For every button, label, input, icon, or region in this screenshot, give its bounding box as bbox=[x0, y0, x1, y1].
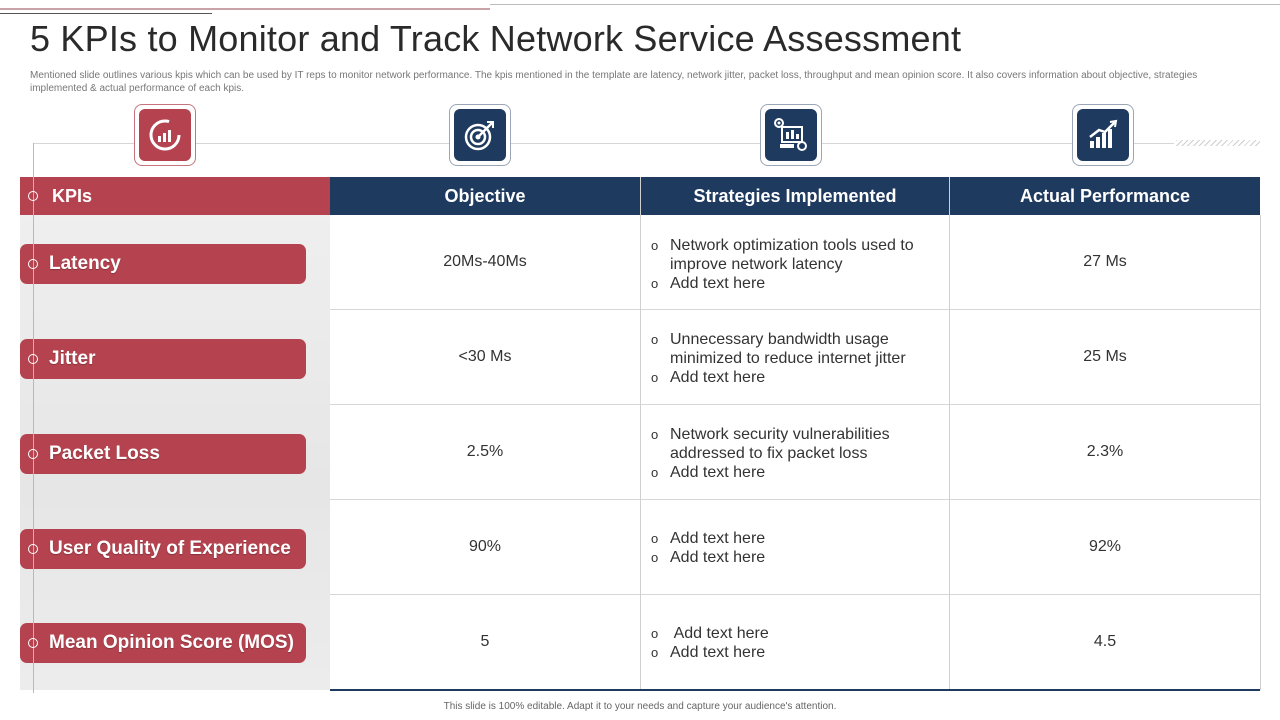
list-item: o Add text here bbox=[651, 548, 941, 567]
slide-title: 5 KPIs to Monitor and Track Network Serv… bbox=[30, 18, 962, 59]
kpi-icon-frame bbox=[134, 104, 196, 166]
strategy-text: Network optimization tools used to impro… bbox=[670, 237, 914, 273]
timeline-node bbox=[28, 544, 38, 554]
strategies-cell-bg bbox=[641, 405, 949, 500]
column-divider bbox=[1260, 215, 1261, 690]
guide-line-horizontal bbox=[34, 143, 1174, 144]
objective-cell: <30 Ms bbox=[330, 310, 640, 405]
performance-cell: 4.5 bbox=[1093, 633, 1117, 650]
strategies-list: o Network optimization tools used to impr… bbox=[651, 236, 941, 293]
kpi-label-user-quality: User Quality of Experience bbox=[20, 529, 306, 569]
guide-line-vertical bbox=[33, 143, 34, 693]
strategy-text: Add text here bbox=[670, 549, 766, 566]
strategies-list: o Network security vulnerabilities addres… bbox=[651, 425, 941, 482]
objective-cell: 5 bbox=[480, 633, 490, 650]
bullet-icon: o bbox=[651, 238, 659, 253]
strategy-text: Add text here bbox=[670, 644, 766, 661]
performance-cell: 2.3% bbox=[950, 405, 1260, 500]
strategy-text: Add text here bbox=[670, 464, 766, 481]
strategies-list: o Add text here o Add text here bbox=[651, 529, 941, 567]
strategy-text: Unnecessary bandwidth usage minimized to… bbox=[670, 331, 906, 367]
objective-cell: 90% bbox=[330, 500, 640, 595]
strategy-text: Add text here bbox=[670, 530, 766, 547]
target-icon bbox=[454, 109, 506, 161]
list-item: o Add text here bbox=[651, 274, 941, 293]
strategy-text: Network security vulnerabilities address… bbox=[670, 426, 890, 462]
bullet-icon: o bbox=[651, 626, 659, 641]
list-item: o Add text here bbox=[651, 368, 941, 387]
list-item: o Network optimization tools used to impr… bbox=[651, 236, 941, 274]
bullet-icon: o bbox=[651, 531, 659, 546]
timeline-node bbox=[28, 638, 38, 648]
gauge-icon bbox=[139, 109, 191, 161]
strategies-cell-bg bbox=[641, 310, 949, 405]
top-accent-line bbox=[0, 8, 490, 10]
kpi-label-packet-loss: Packet Loss bbox=[20, 434, 306, 474]
strategies-list: o Add text here o Add text here bbox=[651, 624, 941, 662]
timeline-node bbox=[28, 259, 38, 269]
performance-icon-frame bbox=[1072, 104, 1134, 166]
bullet-icon: o bbox=[651, 370, 659, 385]
bullet-icon: o bbox=[651, 332, 659, 347]
timeline-node bbox=[28, 354, 38, 364]
list-item: o Add text here bbox=[651, 624, 941, 643]
kpi-label-jitter: Jitter bbox=[20, 339, 306, 379]
bullet-icon: o bbox=[651, 427, 659, 442]
strategy-text: Add text here bbox=[670, 625, 769, 642]
bullet-icon: o bbox=[651, 276, 659, 291]
objective-header: Objective bbox=[330, 177, 640, 215]
slide-subtitle: Mentioned slide outlines various kpis wh… bbox=[30, 70, 1198, 94]
strategy-text: Add text here bbox=[670, 275, 766, 292]
kpi-label-latency: Latency bbox=[20, 244, 306, 284]
strategies-icon-frame bbox=[760, 104, 822, 166]
list-item: o Add text here bbox=[651, 463, 941, 482]
list-item: o Network security vulnerabilities addres… bbox=[651, 425, 941, 463]
strategies-header: Strategies Implemented bbox=[641, 177, 949, 215]
kpis-header: KPIs bbox=[20, 177, 330, 215]
objective-cell: 20Ms-40Ms bbox=[330, 215, 640, 310]
strategy-monitor-icon bbox=[765, 109, 817, 161]
hatch-decoration bbox=[1176, 140, 1260, 146]
strategies-cell-bg bbox=[641, 500, 949, 595]
performance-cell: 25 Ms bbox=[950, 310, 1260, 405]
top-rule bbox=[490, 4, 1280, 5]
bullet-icon: o bbox=[651, 550, 659, 565]
list-item: o Unnecessary bandwidth usage minimized t… bbox=[651, 330, 941, 368]
list-item: o Add text here bbox=[651, 529, 941, 548]
column-divider bbox=[640, 177, 641, 690]
performance-cell: 92% bbox=[950, 500, 1260, 595]
performance-header: Actual Performance bbox=[950, 177, 1260, 215]
performance-cell: 27 Ms bbox=[950, 215, 1260, 310]
strategies-cell-bg bbox=[641, 215, 949, 310]
timeline-node bbox=[28, 191, 38, 201]
strategies-list: o Unnecessary bandwidth usage minimized t… bbox=[651, 330, 941, 387]
bullet-icon: o bbox=[651, 645, 659, 660]
strategy-text: Add text here bbox=[670, 369, 766, 386]
top-accent-line-dark bbox=[0, 13, 212, 14]
list-item: o Add text here bbox=[651, 643, 941, 662]
growth-chart-icon bbox=[1077, 109, 1129, 161]
objective-cell: 2.5% bbox=[330, 405, 640, 500]
bullet-icon: o bbox=[651, 465, 659, 480]
table-bottom-rule bbox=[330, 689, 1260, 691]
kpi-label-mos: Mean Opinion Score (MOS) bbox=[20, 623, 306, 663]
column-divider bbox=[949, 177, 950, 690]
objective-icon-frame bbox=[449, 104, 511, 166]
slide-footer: This slide is 100% editable. Adapt it to… bbox=[443, 701, 837, 712]
timeline-node bbox=[28, 449, 38, 459]
